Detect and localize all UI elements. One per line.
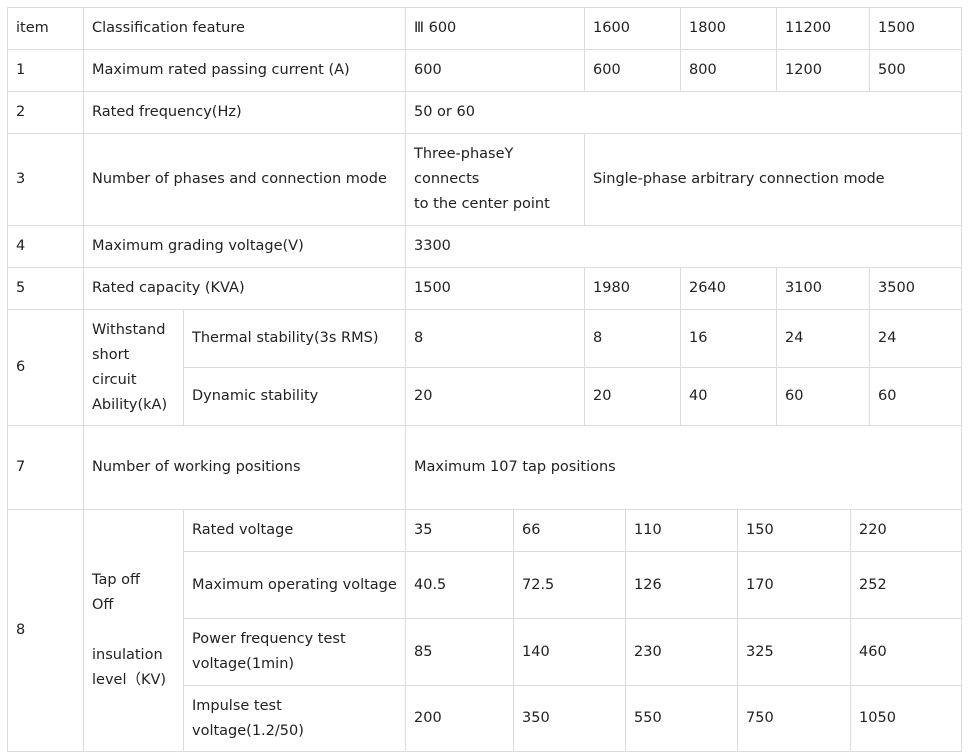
- table-cell: 460: [850, 618, 963, 686]
- table-cell: 60: [869, 367, 963, 426]
- table-row: 5 Rated capacity (KVA) 1500 1980 2640 3100 350…: [7, 267, 963, 310]
- table-cell: 750: [737, 685, 852, 752]
- table-cell: Rated voltage: [183, 509, 406, 552]
- table-cell: Number of phases and connection mode: [83, 133, 406, 226]
- table-cell: 24: [776, 309, 871, 368]
- table-row: 8 Tap off Off insulation level（KV) Rated v…: [7, 509, 963, 752]
- table-cell: 2: [7, 91, 84, 134]
- table-cell: 1980: [584, 267, 682, 310]
- table-row: Impulse test voltage(1.2/50) 200 350 550 750…: [8, 685, 963, 752]
- table-row: 3 Number of phases and connection mode Thr…: [7, 133, 963, 226]
- table-row: Maximum operating voltage 40.5 72.5 126 170 2…: [8, 551, 963, 619]
- table-cell: 600: [584, 49, 682, 92]
- table-cell: 600: [404, 49, 586, 92]
- table-cell: Rated frequency(Hz): [83, 91, 406, 134]
- table-cell: 110: [625, 509, 739, 552]
- table-cell: Maximum operating voltage: [183, 551, 406, 619]
- table-cell: 8: [404, 309, 586, 368]
- table-cell: 4: [7, 225, 84, 268]
- table-cell: Maximum grading voltage(V): [83, 225, 406, 268]
- table-cell: 1500: [869, 7, 963, 50]
- table-cell: 550: [625, 685, 739, 752]
- table-row: 4 Maximum grading voltage(V) 3300: [7, 225, 963, 268]
- table-cell: 325: [737, 618, 852, 686]
- table-row: 2 Rated frequency(Hz) 50 or 60: [7, 91, 963, 134]
- table-cell: 1500: [404, 267, 586, 310]
- table-cell: 11200: [776, 7, 871, 50]
- table-cell: Tap off Off insulation level（KV): [83, 509, 184, 752]
- table-cell: 1200: [776, 49, 871, 92]
- table-cell: 1800: [680, 7, 778, 50]
- table-cell: 140: [512, 618, 627, 686]
- table-cell: Withstand short circuit Ability(kA): [83, 309, 184, 426]
- table-cell: 1050: [850, 685, 963, 752]
- table-cell: 85: [405, 618, 514, 686]
- table-cell: 1600: [584, 7, 682, 50]
- table-cell: Ⅲ 600: [404, 7, 586, 50]
- table-cell: 200: [405, 685, 514, 752]
- table-cell: Thermal stability(3s RMS): [183, 309, 406, 368]
- table-cell: 230: [625, 618, 739, 686]
- table-cell: 500: [869, 49, 963, 92]
- table-cell: 252: [850, 551, 963, 619]
- table-cell: Maximum rated passing current (A): [83, 49, 406, 92]
- table-cell: 20: [584, 367, 682, 426]
- table-cell: 150: [737, 509, 852, 552]
- table-cell: Rated capacity (KVA): [83, 267, 406, 310]
- table-cell: 20: [404, 367, 586, 426]
- table-cell: 6: [7, 309, 84, 426]
- table-row: item Classification feature Ⅲ 600 1600 1800 1…: [7, 7, 963, 50]
- table-cell: 40: [680, 367, 778, 426]
- table-cell: 7: [7, 425, 84, 510]
- table-row: 6 Withstand short circuit Ability(kA) Ther…: [7, 309, 963, 426]
- table-cell: 50 or 60: [404, 91, 963, 134]
- table-cell: item: [7, 7, 84, 50]
- table-cell: 8: [584, 309, 682, 368]
- table-cell: Three-phaseY connects to the center poin…: [404, 133, 586, 226]
- table-row: 7 Number of working positions Maximum 107 …: [7, 425, 963, 510]
- table-cell: 3100: [776, 267, 871, 310]
- table-row: Dynamic stability 20 20 40 60 60: [8, 367, 963, 426]
- table-cell: Single-phase arbitrary connection mode: [584, 133, 963, 226]
- table-cell: 5: [7, 267, 84, 310]
- table-cell: 1: [7, 49, 84, 92]
- table-cell: 8: [7, 509, 84, 752]
- table-cell: 2640: [680, 267, 778, 310]
- table-cell: 72.5: [512, 551, 627, 619]
- table-cell: Number of working positions: [83, 425, 406, 510]
- table-cell: 126: [625, 551, 739, 619]
- table-cell: 170: [737, 551, 852, 619]
- table-cell: 350: [512, 685, 627, 752]
- table-cell: 35: [405, 509, 514, 552]
- table-cell: Maximum 107 tap positions: [404, 425, 963, 510]
- table-cell: 3300: [404, 225, 963, 268]
- table-cell: 16: [680, 309, 778, 368]
- table-row: 1 Maximum rated passing current (A) 600 600…: [7, 49, 963, 92]
- table-cell: 66: [512, 509, 627, 552]
- table-cell: 3: [7, 133, 84, 226]
- table-row: Power frequency test voltage(1min) 85 140 2…: [8, 618, 963, 686]
- table-cell: Impulse test voltage(1.2/50): [183, 685, 406, 752]
- table-cell: 24: [869, 309, 963, 368]
- spec-table: item Classification feature Ⅲ 600 1600 1800 1…: [7, 7, 963, 752]
- table-cell: 220: [850, 509, 963, 552]
- table-cell: Power frequency test voltage(1min): [183, 618, 406, 686]
- table-cell: 60: [776, 367, 871, 426]
- table-cell: 40.5: [405, 551, 514, 619]
- table-cell: 3500: [869, 267, 963, 310]
- table-cell: Dynamic stability: [183, 367, 406, 426]
- table-cell: 800: [680, 49, 778, 92]
- table-cell: Classification feature: [83, 7, 406, 50]
